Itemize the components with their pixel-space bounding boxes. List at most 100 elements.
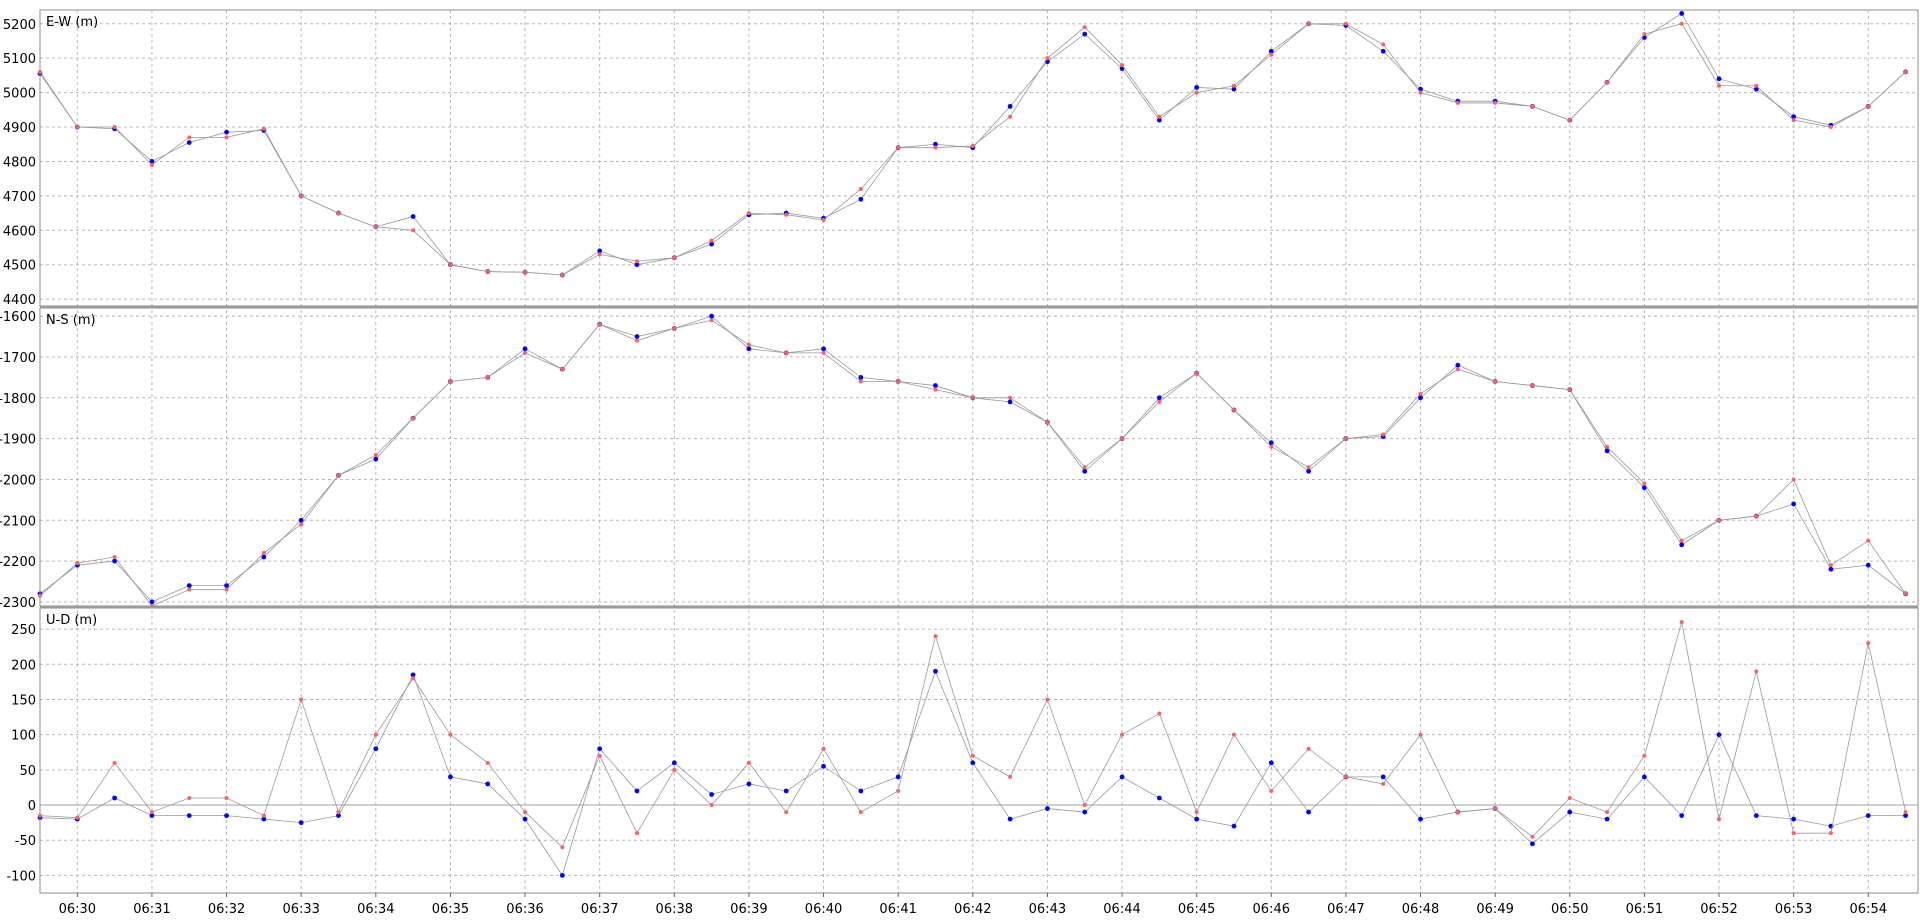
data-point [1642, 481, 1647, 486]
data-point [1679, 542, 1685, 548]
data-point [933, 141, 938, 147]
data-point [709, 803, 714, 808]
data-point [1567, 809, 1573, 815]
data-point [1754, 669, 1759, 674]
y-tick-label: 50 [19, 764, 36, 779]
x-tick-label: 06:39 [730, 902, 767, 917]
data-point [1082, 809, 1088, 815]
x-tick-label: 06:47 [1327, 902, 1364, 917]
data-point [1156, 117, 1162, 123]
data-point [1791, 477, 1796, 482]
data-point [858, 810, 863, 815]
data-point [448, 262, 453, 267]
data-point [821, 763, 826, 769]
data-point [1157, 399, 1162, 404]
data-point [672, 255, 677, 260]
data-point [1380, 48, 1386, 54]
data-point [112, 795, 118, 801]
data-point [1828, 125, 1833, 130]
y-tick-label: -50 [15, 834, 36, 849]
data-point [299, 697, 304, 702]
data-point [933, 387, 938, 392]
data-point [1530, 834, 1535, 839]
data-point [261, 813, 266, 818]
data-point [597, 746, 603, 752]
data-point [75, 815, 80, 820]
data-point [746, 760, 751, 765]
y-tick-label: -2300 [0, 596, 36, 611]
data-point [1418, 395, 1423, 401]
data-point [709, 241, 715, 247]
y-tick-label: 4400 [3, 293, 36, 308]
data-point [1455, 362, 1461, 368]
data-point [671, 760, 677, 766]
data-point [896, 379, 901, 384]
data-point [896, 788, 901, 793]
data-point [149, 162, 154, 167]
data-point [1604, 816, 1610, 822]
data-point [1604, 448, 1610, 454]
data-point [1418, 391, 1423, 396]
data-point [1605, 80, 1610, 85]
x-tick-label: 06:36 [506, 902, 543, 917]
data-point [373, 456, 379, 462]
data-point [1008, 774, 1013, 779]
data-point [1269, 444, 1274, 449]
data-point [1418, 816, 1423, 822]
data-point [1530, 383, 1535, 388]
y-tick-label: -100 [6, 869, 36, 884]
data-point [1455, 367, 1460, 372]
data-point [1716, 732, 1722, 738]
y-tick-label: 4500 [3, 259, 36, 274]
y-tick-label: -2100 [0, 514, 36, 529]
data-point [1493, 379, 1498, 384]
data-point [1866, 538, 1871, 543]
data-point [1455, 100, 1460, 105]
data-point [1381, 781, 1386, 786]
data-point [1791, 114, 1797, 120]
data-point [336, 473, 341, 478]
data-point [448, 379, 453, 384]
y-tick-label: 150 [11, 693, 36, 708]
data-point [560, 273, 565, 278]
data-point [1717, 518, 1722, 523]
data-point [149, 810, 154, 815]
data-point [1269, 52, 1274, 57]
data-point [970, 143, 975, 148]
y-tick-label: 5200 [3, 18, 36, 33]
data-point [261, 126, 266, 131]
data-point [709, 792, 715, 797]
data-point [783, 788, 789, 794]
data-point [1157, 114, 1162, 119]
data-point [1828, 563, 1833, 568]
data-point [299, 522, 304, 527]
data-point [1791, 118, 1796, 123]
data-point [634, 262, 640, 268]
x-tick-label: 06:51 [1626, 902, 1663, 917]
data-point [1268, 48, 1274, 54]
data-point [895, 774, 901, 780]
data-point [1716, 76, 1722, 82]
data-point [970, 760, 976, 766]
data-point [1007, 816, 1013, 822]
data-point [1828, 566, 1834, 572]
y-tick-label: -2200 [0, 555, 36, 570]
y-tick-label: -2000 [0, 473, 36, 488]
data-point [1493, 100, 1498, 105]
data-point [224, 135, 229, 140]
data-point [411, 228, 416, 233]
data-point [858, 788, 864, 794]
data-point [1605, 810, 1610, 815]
data-point [821, 746, 826, 751]
data-point [373, 224, 378, 229]
data-point [1231, 823, 1237, 829]
data-point [1082, 803, 1087, 808]
data-point [634, 259, 639, 264]
data-point [672, 326, 677, 331]
data-point [485, 269, 490, 274]
data-point [1194, 90, 1199, 95]
data-point [1231, 86, 1237, 92]
data-point [1791, 501, 1797, 507]
data-point [75, 125, 80, 130]
